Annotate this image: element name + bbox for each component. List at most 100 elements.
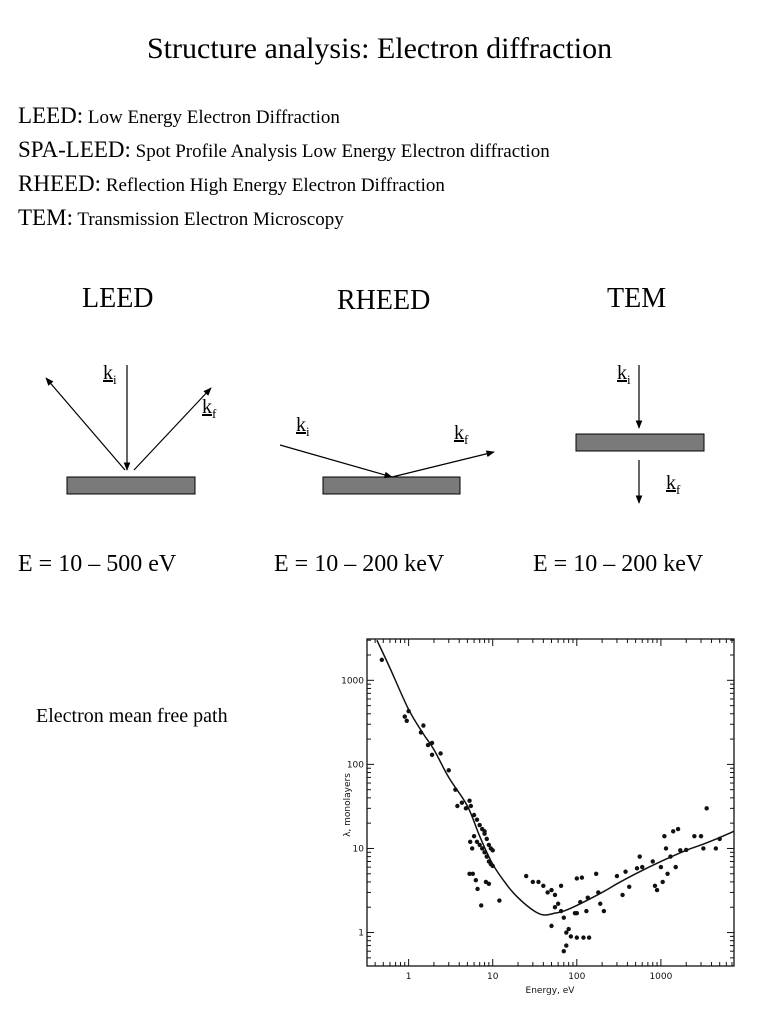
- data-point: [482, 829, 487, 834]
- sample-plate: [66, 476, 196, 495]
- data-point: [654, 887, 660, 893]
- data-point: [455, 803, 460, 809]
- data-point: [561, 948, 566, 954]
- data-point: [497, 898, 502, 903]
- data-point: [404, 718, 409, 723]
- data-point: [468, 839, 473, 845]
- data-point: [475, 886, 480, 892]
- definition-abbr: LEED: [18, 103, 77, 128]
- data-point: [579, 875, 585, 880]
- data-point: [668, 854, 673, 859]
- data-point: [402, 714, 407, 719]
- data-point: [536, 879, 541, 885]
- definition-abbr: SPA-LEED: [18, 137, 125, 162]
- sample-plate: [322, 476, 461, 495]
- data-point: [614, 873, 620, 879]
- x-tick-label: 1000: [649, 972, 672, 982]
- tem-ki-label: ki: [617, 362, 631, 387]
- data-point: [704, 806, 709, 811]
- slide-title: Structure analysis: Electron diffraction: [147, 32, 613, 65]
- x-tick-label: 10: [487, 972, 499, 982]
- definition-rheed: RHEED: Reflection High Energy Electron D…: [18, 171, 445, 196]
- scattering-geometry-diagrams: [45, 365, 705, 504]
- rheed-diagram: [279, 444, 495, 495]
- sample-plate: [575, 433, 705, 452]
- data-point: [640, 864, 645, 870]
- data-point: [418, 730, 424, 735]
- data-point: [486, 842, 492, 848]
- data-point: [593, 871, 599, 876]
- data-point: [469, 846, 475, 851]
- data-point: [623, 869, 628, 874]
- reflected-beam-arrow: [391, 450, 495, 478]
- mean-free-path-label: Electron mean free path: [36, 705, 228, 727]
- data-point: [541, 883, 546, 888]
- x-axis-label: Energy, eV: [526, 986, 576, 996]
- data-point: [596, 890, 601, 895]
- definition-text: Transmission Electron Microscopy: [77, 209, 344, 230]
- definition-spa-leed: SPA-LEED: Spot Profile Analysis Low Ener…: [18, 137, 550, 162]
- definition-abbr: TEM: [18, 205, 67, 230]
- diffracted-beam-arrow: [133, 387, 212, 471]
- data-point: [637, 854, 642, 859]
- y-tick-label: 100: [347, 760, 364, 770]
- data-point: [564, 930, 569, 935]
- data-point: [561, 915, 566, 920]
- leed-energy-range: E = 10 – 500 eV: [18, 551, 177, 577]
- data-point: [701, 846, 706, 851]
- data-point: [552, 905, 558, 910]
- y-tick-label: 1: [358, 929, 364, 939]
- data-point: [480, 846, 485, 851]
- data-point: [675, 826, 681, 832]
- data-point: [545, 890, 550, 895]
- tem-heading: TEM: [607, 283, 667, 314]
- data-point: [484, 836, 489, 842]
- leed-diagram: [45, 365, 212, 495]
- diffracted-beam-arrow: [45, 377, 126, 471]
- data-point: [530, 879, 536, 885]
- data-point: [564, 943, 569, 948]
- data-point: [429, 740, 435, 746]
- data-point: [586, 935, 592, 940]
- data-point: [446, 768, 451, 773]
- data-point: [379, 657, 385, 663]
- data-point: [658, 864, 664, 870]
- data-point: [467, 798, 472, 803]
- data-point: [523, 873, 529, 879]
- data-point: [558, 908, 564, 914]
- universal-curve: [376, 639, 734, 916]
- data-point: [585, 895, 590, 900]
- data-point: [425, 742, 431, 748]
- data-point: [717, 836, 722, 842]
- definition-text: Reflection High Energy Electron Diffract…: [105, 175, 445, 196]
- data-point: [660, 879, 665, 885]
- data-point: [713, 846, 719, 851]
- data-point: [421, 723, 426, 728]
- leed-ki-label: ki: [103, 362, 117, 387]
- y-tick-label: 1000: [341, 676, 364, 686]
- data-point: [627, 884, 632, 889]
- data-point: [477, 842, 482, 848]
- data-point: [568, 934, 574, 939]
- data-point: [463, 806, 469, 811]
- data-point: [482, 850, 487, 855]
- data-point: [574, 876, 580, 881]
- data-point: [486, 881, 492, 886]
- data-point: [459, 800, 465, 805]
- data-point: [698, 833, 704, 839]
- data-point: [549, 923, 554, 929]
- data-point: [471, 833, 477, 839]
- data-point: [566, 926, 571, 932]
- data-point: [471, 812, 477, 818]
- data-point: [634, 866, 640, 871]
- rheed-heading: RHEED: [337, 285, 431, 316]
- data-point: [598, 901, 603, 906]
- data-point: [467, 871, 472, 876]
- data-point: [473, 877, 479, 883]
- data-point: [453, 787, 458, 792]
- data-point: [601, 908, 607, 914]
- data-point: [484, 854, 489, 859]
- rheed-energy-range: E = 10 – 200 keV: [274, 551, 445, 577]
- leed-heading: LEED: [82, 283, 154, 314]
- data-point: [662, 833, 667, 839]
